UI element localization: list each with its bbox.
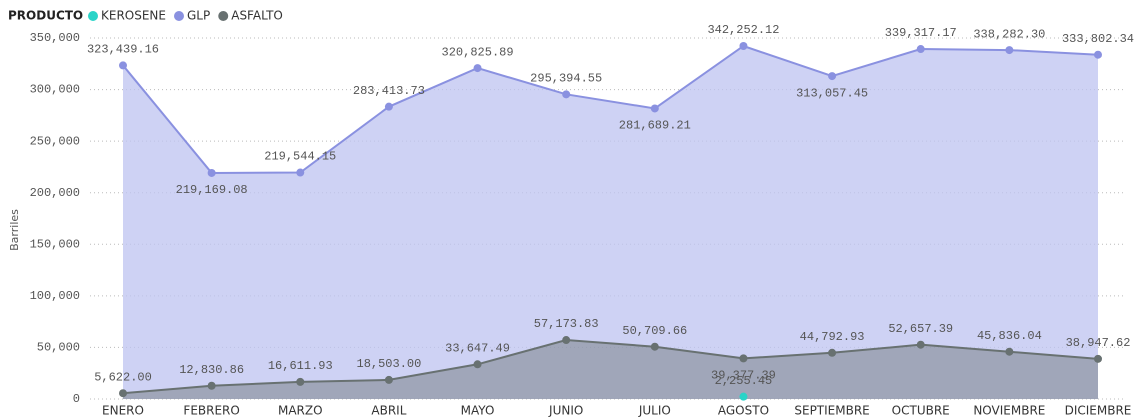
data-label: 16,611.93 — [268, 359, 333, 373]
x-tick-label: SEPTIEMBRE — [794, 404, 869, 418]
x-tick-label: DICIEMBRE — [1065, 404, 1132, 418]
data-label: 283,413.73 — [353, 84, 425, 98]
data-label: 12,830.86 — [179, 363, 244, 377]
data-point — [1094, 354, 1102, 363]
x-tick-label: JUNIO — [548, 404, 583, 418]
data-label: 342,252.12 — [707, 23, 779, 37]
legend-label: ASFALTO — [231, 9, 283, 23]
x-tick-label: NOVIEMBRE — [973, 404, 1045, 418]
series-line — [122, 44, 1099, 174]
data-label: 320,825.89 — [442, 45, 514, 59]
data-point — [650, 342, 659, 351]
data-label: 313,057.45 — [796, 86, 868, 100]
data-label: 281,689.21 — [619, 119, 691, 133]
data-point — [650, 104, 659, 113]
data-point — [739, 392, 748, 401]
data-label: 57,173.83 — [534, 317, 599, 331]
y-tick-label: 0 — [73, 392, 80, 406]
legend-label: KEROSENE — [101, 9, 166, 23]
data-point — [1005, 46, 1014, 55]
data-label: 44,792.93 — [800, 330, 865, 344]
legend-label: GLP — [187, 9, 210, 23]
x-tick-label: ENERO — [102, 404, 144, 418]
y-tick-label: 350,000 — [30, 31, 80, 45]
data-point — [1094, 50, 1102, 59]
data-point — [473, 360, 482, 369]
data-point — [562, 336, 571, 345]
data-label: 39,377.39 — [711, 369, 776, 383]
data-point — [296, 377, 305, 386]
data-label: 50,709.66 — [622, 324, 687, 338]
legend-marker — [88, 11, 98, 21]
data-point — [739, 354, 748, 363]
legend-marker — [174, 11, 184, 21]
x-tick-label: MAYO — [461, 404, 495, 418]
data-label: 2,255.45 — [715, 374, 773, 388]
legend-title: PRODUCTO — [8, 9, 83, 23]
data-label: 5,622.00 — [94, 370, 152, 384]
y-tick-label: 250,000 — [30, 134, 80, 148]
area-fill — [123, 340, 1098, 399]
y-tick-label: 150,000 — [30, 237, 80, 251]
legend-marker — [218, 11, 229, 21]
data-label: 219,544.15 — [264, 150, 336, 164]
data-point — [296, 168, 305, 177]
x-tick-label: FEBRERO — [183, 404, 239, 418]
data-label: 33,647.49 — [445, 341, 510, 355]
y-tick-label: 300,000 — [30, 83, 80, 97]
data-point — [119, 389, 127, 398]
x-tick-label: MARZO — [278, 404, 323, 418]
data-point — [473, 64, 482, 73]
data-label: 52,657.39 — [888, 322, 953, 336]
data-point — [739, 41, 748, 50]
data-label: 338,282.30 — [973, 27, 1045, 41]
x-tick-label: OCTUBRE — [892, 404, 950, 418]
data-point — [916, 45, 925, 54]
y-tick-label: 100,000 — [30, 289, 80, 303]
data-label: 333,802.34 — [1062, 32, 1134, 46]
data-point — [207, 381, 216, 390]
x-tick-label: AGOSTO — [718, 404, 769, 418]
data-point — [384, 102, 393, 111]
data-label: 45,836.04 — [977, 329, 1042, 343]
data-point — [828, 348, 837, 357]
data-label: 295,394.55 — [530, 71, 602, 85]
data-point — [119, 61, 127, 70]
y-tick-label: 50,000 — [37, 341, 80, 355]
y-tick-label: 200,000 — [30, 186, 80, 200]
series-line — [122, 339, 1099, 395]
data-point — [1005, 347, 1014, 356]
data-label: 219,169.08 — [176, 183, 248, 197]
x-tick-label: JULIO — [638, 404, 671, 418]
data-point — [916, 340, 925, 349]
data-label: 38,947.62 — [1066, 336, 1131, 350]
data-label: 18,503.00 — [357, 357, 422, 371]
data-point — [828, 72, 837, 81]
area-fill — [123, 45, 1098, 399]
data-label: 339,317.17 — [885, 26, 957, 40]
data-point — [384, 375, 393, 384]
y-axis-title: Barriles — [8, 209, 21, 251]
x-tick-label: ABRIL — [371, 404, 406, 418]
data-label: 323,439.16 — [87, 43, 159, 57]
data-point — [207, 168, 216, 177]
data-point — [562, 90, 571, 99]
